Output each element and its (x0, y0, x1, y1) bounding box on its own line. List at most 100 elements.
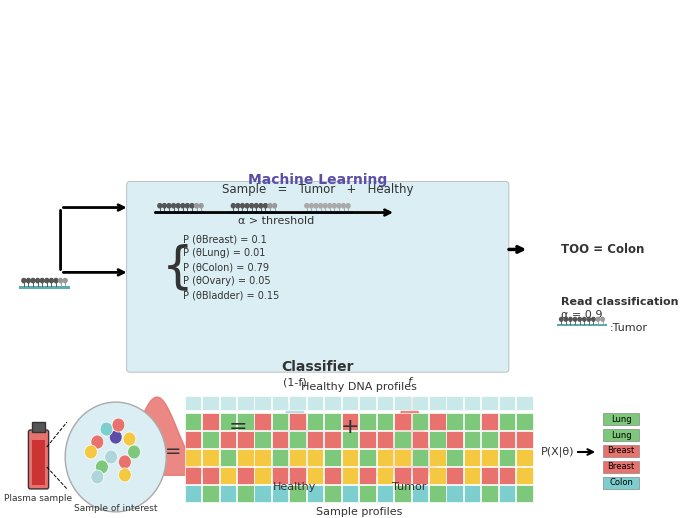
Circle shape (112, 418, 125, 432)
Circle shape (592, 318, 595, 321)
Bar (228, 211, 280, 214)
Bar (272, 449, 289, 466)
Circle shape (100, 422, 113, 436)
Circle shape (560, 318, 563, 321)
Text: Lung: Lung (610, 430, 631, 440)
Circle shape (91, 435, 104, 449)
Circle shape (167, 204, 171, 208)
Circle shape (259, 204, 263, 208)
Bar (516, 396, 533, 410)
Text: Read classification: Read classification (561, 297, 679, 307)
FancyBboxPatch shape (127, 182, 509, 372)
Bar (446, 396, 463, 410)
Polygon shape (373, 397, 446, 475)
Bar (185, 431, 201, 448)
Circle shape (314, 204, 318, 208)
Bar (255, 449, 271, 466)
Bar (289, 449, 306, 466)
Bar (342, 413, 358, 430)
Bar (202, 396, 219, 410)
Bar (376, 431, 393, 448)
Bar (289, 431, 306, 448)
Text: =: = (165, 442, 181, 462)
Circle shape (63, 279, 67, 283)
Text: P (θLung) = 0.01: P (θLung) = 0.01 (183, 249, 265, 258)
Bar (19, 286, 70, 289)
Bar (359, 449, 376, 466)
Circle shape (176, 204, 180, 208)
Bar (272, 413, 289, 430)
Bar (429, 467, 446, 484)
Bar (603, 477, 639, 489)
Bar (272, 485, 289, 502)
Bar (237, 413, 253, 430)
Bar (307, 431, 323, 448)
Bar (237, 467, 253, 484)
Bar (237, 431, 253, 448)
Bar (394, 396, 410, 410)
Bar (464, 449, 480, 466)
Circle shape (323, 204, 327, 208)
Text: :Tumor: :Tumor (610, 323, 648, 333)
Circle shape (569, 318, 572, 321)
Bar (219, 431, 236, 448)
Text: =: = (228, 417, 247, 437)
Bar (307, 413, 323, 430)
Bar (219, 396, 236, 410)
Circle shape (163, 204, 166, 208)
Circle shape (564, 318, 567, 321)
Text: P (θBladder) = 0.15: P (θBladder) = 0.15 (183, 291, 279, 300)
Bar (325, 449, 340, 466)
Circle shape (231, 204, 235, 208)
Bar (446, 449, 463, 466)
Bar (394, 431, 410, 448)
Bar (325, 431, 340, 448)
Bar (185, 449, 201, 466)
Bar (237, 449, 253, 466)
Circle shape (328, 204, 331, 208)
Bar (446, 431, 463, 448)
Text: {: { (163, 243, 194, 292)
Text: Breast: Breast (608, 447, 635, 455)
Text: Lung: Lung (610, 414, 631, 424)
Circle shape (127, 445, 140, 459)
Bar (185, 413, 201, 430)
Circle shape (104, 450, 118, 464)
Circle shape (118, 455, 131, 469)
Bar (412, 485, 428, 502)
Circle shape (332, 204, 336, 208)
Bar (202, 431, 219, 448)
Bar (325, 467, 340, 484)
Bar (556, 324, 607, 326)
Bar (429, 449, 446, 466)
Circle shape (65, 402, 166, 512)
Circle shape (172, 204, 176, 208)
Bar (446, 413, 463, 430)
Bar (482, 467, 498, 484)
Circle shape (59, 279, 62, 283)
Bar (603, 413, 639, 425)
Circle shape (250, 204, 253, 208)
Bar (202, 485, 219, 502)
Bar (272, 467, 289, 484)
Bar (412, 467, 428, 484)
Bar (237, 485, 253, 502)
Bar (499, 449, 516, 466)
Bar (603, 445, 639, 457)
Text: Classifier: Classifier (282, 360, 354, 374)
Text: Sample of interest: Sample of interest (74, 505, 158, 513)
Text: Colon: Colon (609, 479, 633, 487)
Circle shape (26, 279, 30, 283)
Bar (394, 449, 410, 466)
Bar (307, 467, 323, 484)
Bar (482, 449, 498, 466)
Bar (202, 467, 219, 484)
Text: P(X|θ): P(X|θ) (541, 447, 574, 457)
Bar (359, 396, 376, 410)
Bar (272, 431, 289, 448)
Bar (302, 211, 353, 214)
Circle shape (264, 204, 267, 208)
Bar (219, 413, 236, 430)
Bar (342, 431, 358, 448)
Bar (307, 396, 323, 410)
